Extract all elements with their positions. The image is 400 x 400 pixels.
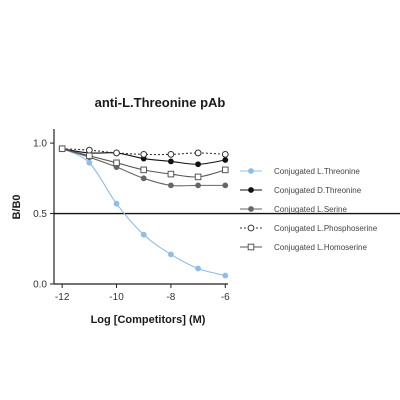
legend-marker — [248, 187, 254, 193]
data-point — [140, 166, 148, 174]
data-point — [168, 158, 174, 165]
data-point — [222, 272, 229, 279]
data-point — [167, 170, 175, 178]
data-point — [194, 149, 202, 157]
legend-label: Conjugated L.Serine — [274, 205, 347, 214]
data-point — [195, 265, 201, 272]
y-axis-label: B/B0 — [11, 194, 23, 219]
x-tick-label: -8 — [166, 292, 175, 303]
y-tick-label: 1.0 — [33, 139, 47, 150]
data-point — [222, 157, 229, 163]
data-point — [168, 251, 174, 258]
data-point — [195, 161, 201, 168]
data-point — [140, 175, 147, 182]
plot-area: 0.0 0.5 1.0 -12 -10 -8 -6 — [33, 129, 400, 303]
legend: Conjugated L.Threonine Conjugated D.Threo… — [240, 167, 378, 252]
data-point — [167, 150, 175, 158]
data-point — [86, 159, 93, 166]
legend-marker — [248, 168, 254, 174]
y-tick-label: 0.5 — [33, 209, 47, 220]
data-point — [140, 231, 147, 238]
legend-label: Conjugated L.Phosphoserine — [274, 224, 378, 233]
data-point — [113, 159, 120, 167]
data-point — [221, 166, 229, 174]
legend-marker — [248, 206, 254, 212]
data-point — [168, 182, 174, 189]
y-tick-label: 0.0 — [33, 280, 47, 291]
legend-marker — [247, 243, 255, 251]
data-point — [140, 150, 148, 158]
legend-label: Conjugated L.Homoserine — [274, 243, 367, 252]
data-point — [221, 150, 229, 158]
data-point — [222, 182, 229, 189]
data-point — [86, 152, 93, 160]
legend-label: Conjugated D.Threonine — [274, 186, 362, 195]
legend-label: Conjugated L.Threonine — [274, 167, 360, 176]
x-axis-label: Log [Competitors] (M) — [91, 314, 206, 326]
data-point — [113, 149, 120, 157]
x-tick-label: -10 — [109, 292, 124, 303]
data-point — [195, 182, 201, 189]
x-tick-label: -12 — [55, 292, 70, 303]
chart-title: anti-L.Threonine pAb — [95, 95, 226, 110]
legend-marker — [247, 224, 255, 232]
data-point — [113, 200, 120, 207]
data-point — [58, 145, 66, 153]
data-point — [85, 146, 93, 154]
x-tick-label: -6 — [221, 292, 230, 303]
data-point — [194, 173, 202, 181]
